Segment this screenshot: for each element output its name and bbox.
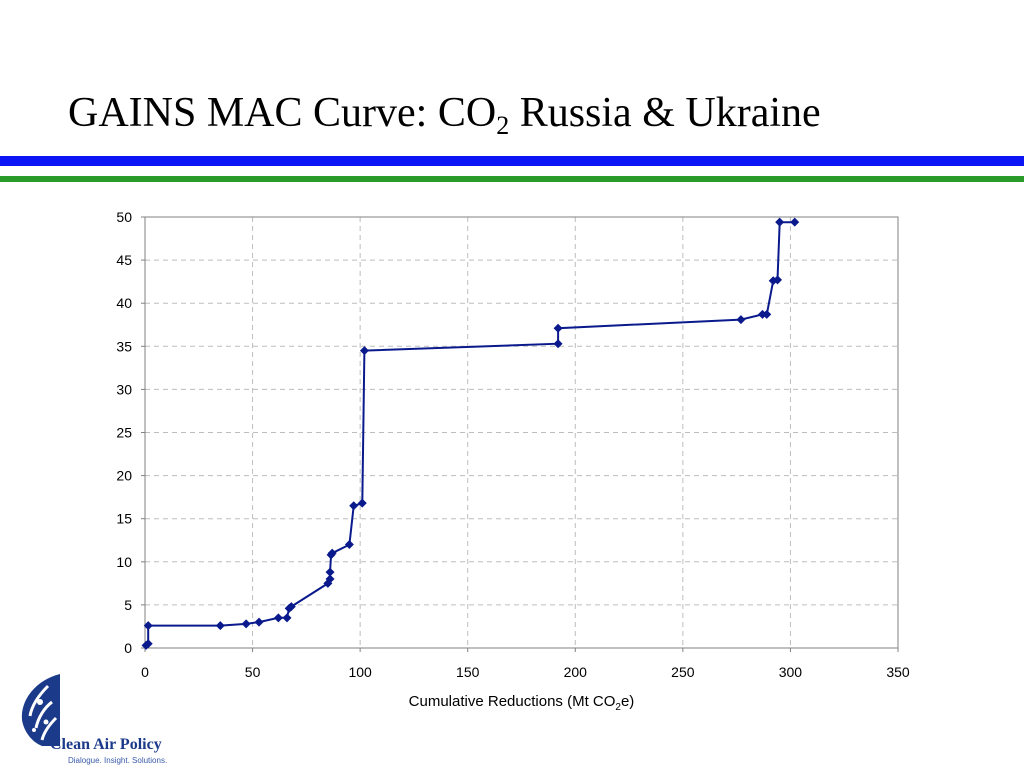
x-tick-label: 200	[564, 664, 588, 680]
y-tick-label: 30	[116, 381, 132, 397]
y-tick-label: 25	[116, 425, 132, 441]
x-tick-label: 300	[779, 664, 803, 680]
data-point	[241, 619, 251, 629]
data-point	[143, 639, 153, 649]
y-tick-label: 35	[116, 338, 132, 354]
data-point	[736, 315, 746, 325]
x-axis-label: Cumulative Reductions (Mt CO2e)	[409, 693, 635, 713]
x-tick-label: 50	[245, 664, 261, 680]
data-point	[357, 498, 367, 508]
slide-title: GAINS MAC Curve: CO2 Russia & Ukraine	[68, 90, 821, 140]
data-point	[773, 275, 783, 285]
grid-lines	[145, 217, 898, 648]
data-point	[359, 346, 369, 356]
x-tick-label: 150	[456, 664, 480, 680]
logo-tagline: Dialogue. Insight. Solutions.	[68, 756, 168, 765]
data-point	[215, 621, 225, 631]
clean-air-policy-logo	[21, 674, 60, 746]
globe-icon	[21, 674, 60, 746]
data-point	[325, 574, 335, 584]
logo-name: Clean Air Policy	[50, 736, 162, 753]
y-tick-label: 5	[124, 597, 132, 613]
title-subscript: 2	[496, 111, 510, 140]
data-point	[775, 217, 785, 227]
y-tick-label: 15	[116, 511, 132, 527]
data-point	[349, 501, 359, 511]
y-tick-label: 45	[116, 252, 132, 268]
data-point	[790, 217, 800, 227]
data-point	[344, 540, 354, 550]
axis-ticks: 0 5 10 15 20 25 30 35 40 45 50 0 50 100 150 200 250 300 35…	[116, 209, 909, 680]
data-point	[254, 617, 264, 627]
x-tick-label: 100	[348, 664, 372, 680]
data-point	[143, 621, 153, 631]
x-tick-label: 350	[886, 664, 910, 680]
y-tick-label: 20	[116, 468, 132, 484]
x-tick-label: 250	[671, 664, 695, 680]
data-point	[762, 309, 772, 319]
y-tick-label: 50	[116, 209, 132, 225]
data-point	[273, 613, 283, 623]
data-point	[325, 567, 335, 577]
series-line	[145, 221, 795, 647]
y-tick-label: 40	[116, 295, 132, 311]
data-point	[553, 323, 563, 333]
data-point	[553, 339, 563, 349]
data-point	[282, 613, 292, 623]
x-tick-label: 0	[141, 664, 149, 680]
data-point	[286, 602, 296, 612]
title-rule-blue	[0, 156, 1024, 166]
data-point	[327, 548, 337, 558]
series-markers	[141, 217, 800, 650]
y-tick-label: 10	[116, 554, 132, 570]
y-tick-label: 0	[124, 640, 132, 656]
title-rule-green	[0, 176, 1024, 182]
